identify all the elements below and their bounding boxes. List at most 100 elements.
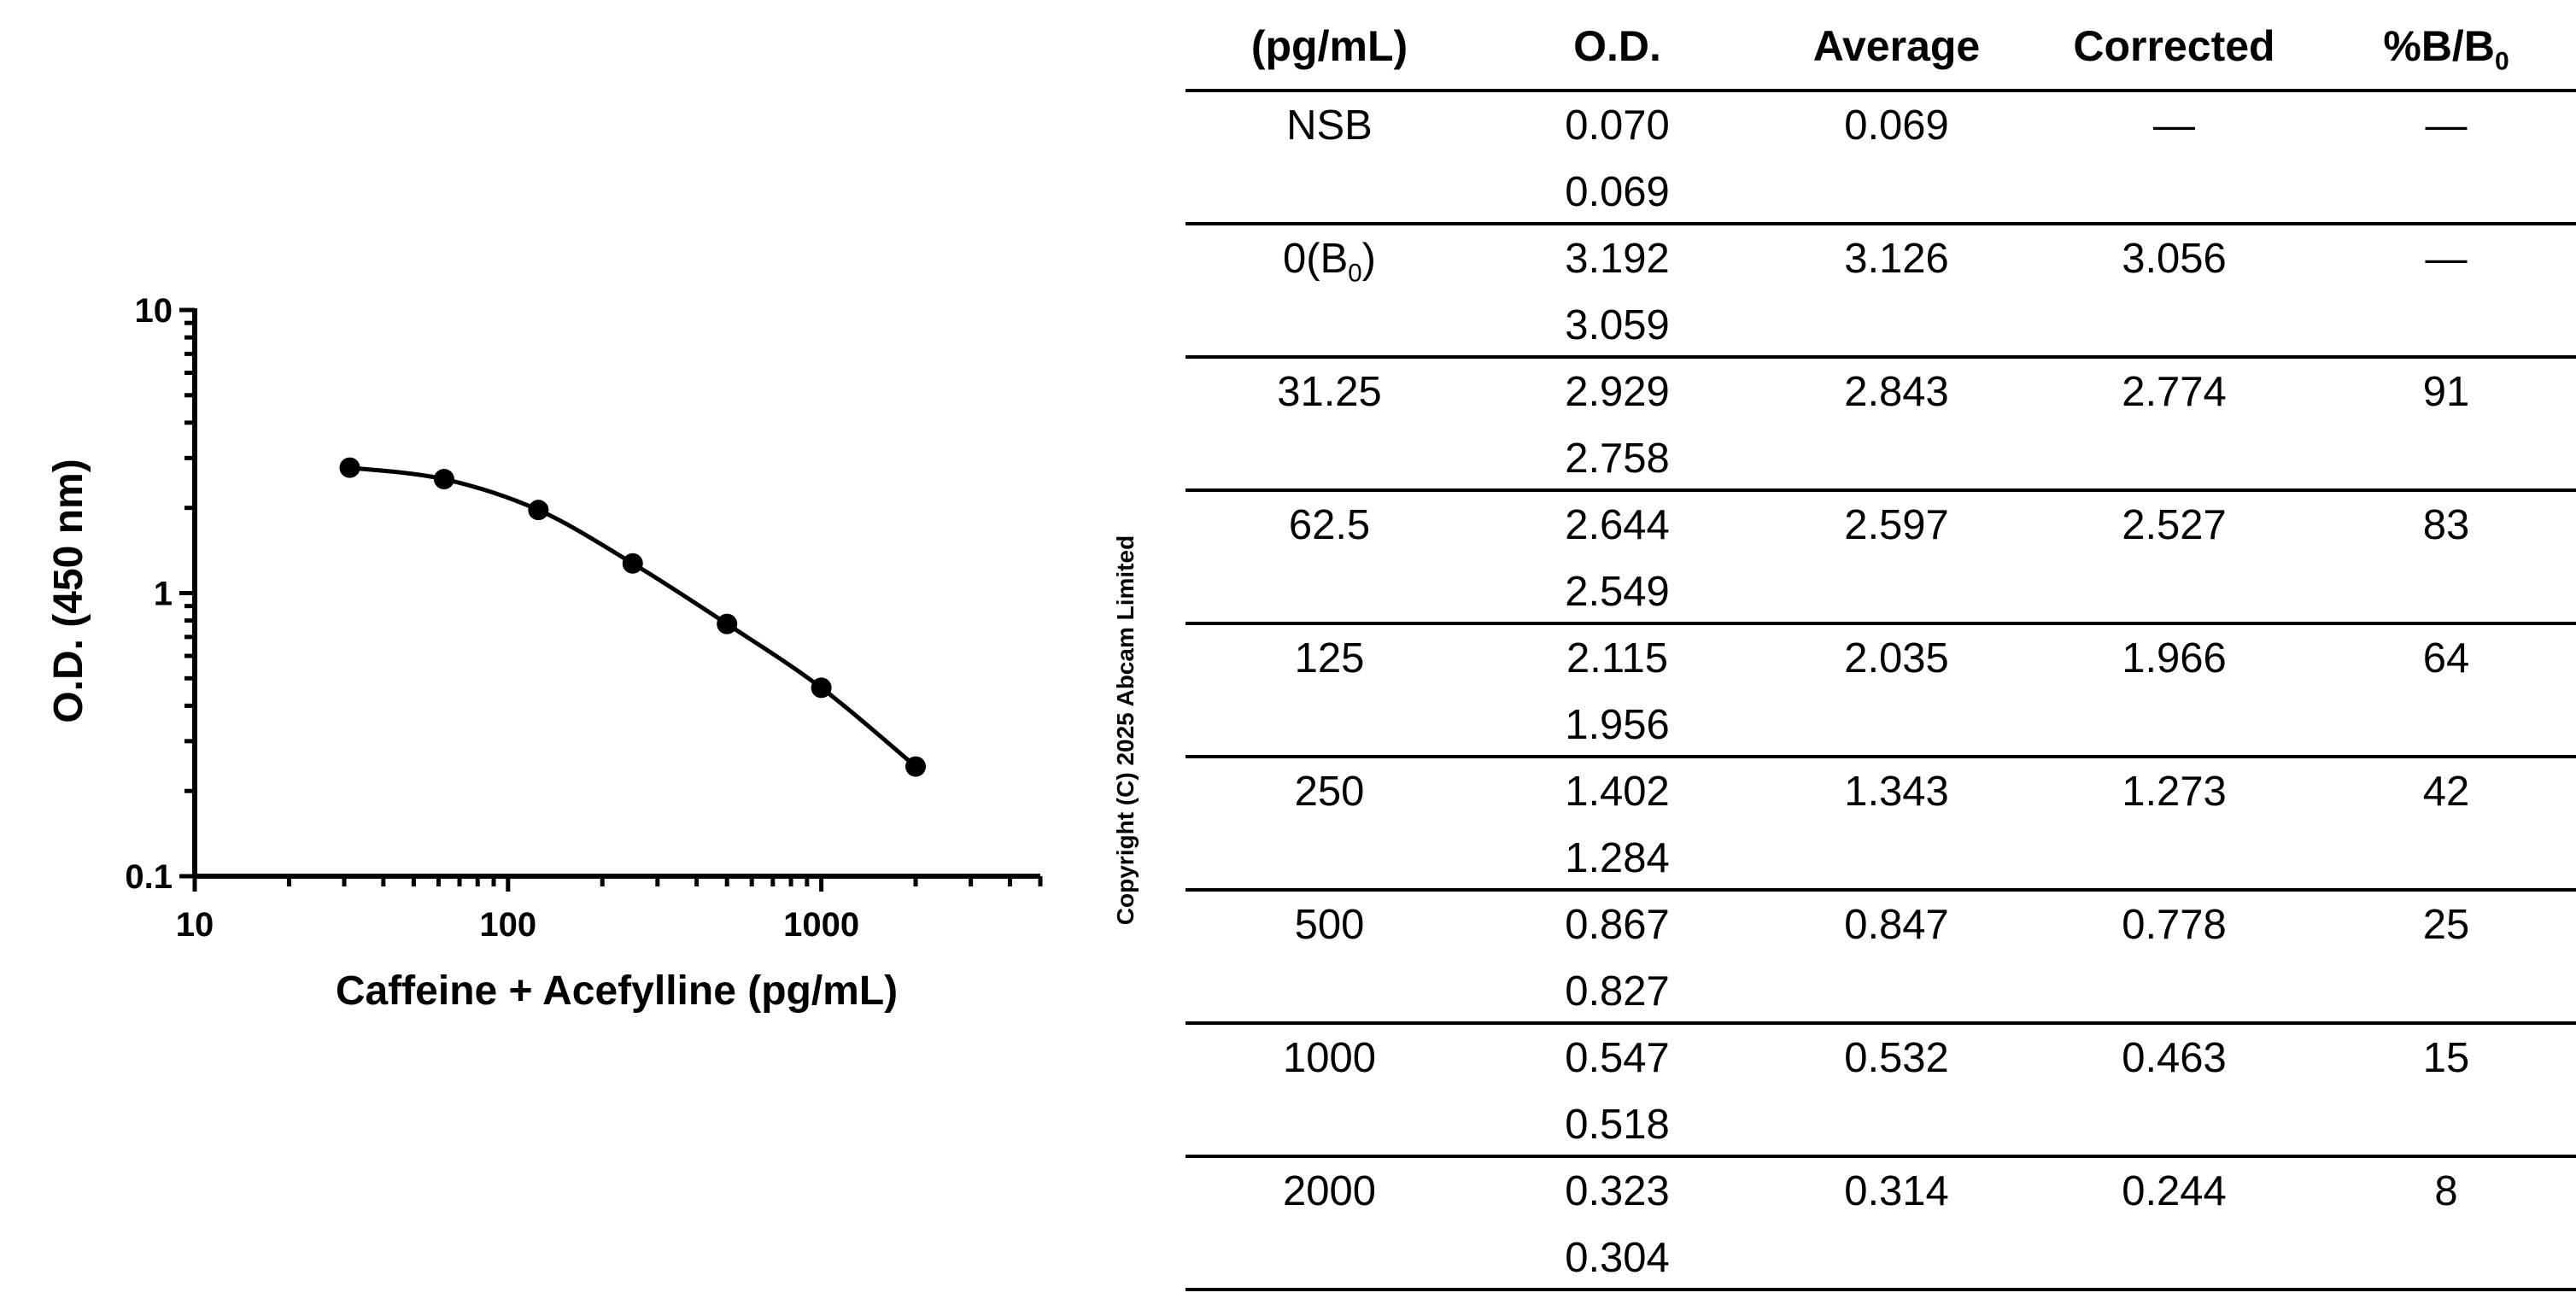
concentration-suffix: ) — [1361, 236, 1376, 282]
percent-value: 8 — [2434, 1168, 2458, 1214]
cell-percent: 15 — [2316, 1023, 2576, 1158]
table-row: 125 2.115 1.956 2.035 1.966 64 — [1186, 623, 2576, 758]
percent-value: 64 — [2422, 635, 2470, 681]
cell-concentration: 62.5 — [1186, 490, 1473, 625]
average-value: 1.343 — [1844, 769, 1949, 815]
average-value: 0.532 — [1844, 1035, 1949, 1081]
cell-concentration: 500 — [1186, 890, 1473, 1025]
cell-percent: 83 — [2316, 490, 2576, 625]
x-tick-label: 1000 — [783, 906, 859, 944]
average-value: 2.843 — [1844, 369, 1949, 415]
average-value: 0.847 — [1844, 902, 1949, 948]
concentration-value: 500 — [1294, 902, 1365, 948]
cell-concentration: 125 — [1186, 623, 1473, 758]
cell-od: 0.867 0.827 — [1473, 890, 1761, 1025]
average-value: 2.035 — [1844, 635, 1949, 681]
axes: 10 100 1000 10 1 0.1 — [125, 292, 1043, 944]
concentration-value: 125 — [1294, 635, 1365, 681]
results-table: (pg/mL) O.D. Average Corrected %B/B0 NSB… — [1186, 3, 2576, 1291]
cell-average: 0.532 — [1761, 1023, 2032, 1158]
cell-average: 2.597 — [1761, 490, 2032, 625]
concentration-value: NSB — [1286, 102, 1373, 149]
od-replicate-2: 2.549 — [1565, 569, 1670, 615]
od-replicate-1: 0.547 — [1565, 1035, 1670, 1081]
cell-corrected: 2.527 — [2032, 490, 2316, 625]
concentration-value: 250 — [1294, 769, 1365, 815]
cell-concentration: 250 — [1186, 757, 1473, 892]
cell-percent: 8 — [2316, 1156, 2576, 1291]
copyright-text: Copyright (C) 2025 Abcam Limited — [1112, 535, 1139, 926]
cell-corrected: 0.244 — [2032, 1156, 2316, 1291]
cell-concentration: 1000 — [1186, 1023, 1473, 1158]
concentration-value: 2000 — [1282, 1168, 1376, 1214]
average-value: 3.126 — [1844, 236, 1949, 282]
table-row: 0(B0) 3.192 3.059 3.126 3.056 — — [1186, 224, 2576, 359]
data-point — [433, 469, 454, 490]
concentration-value: 0(B — [1283, 236, 1349, 282]
table-row: 250 1.402 1.284 1.343 1.273 42 — [1186, 757, 2576, 892]
header-percent-sub: 0 — [2494, 47, 2509, 76]
corrected-value: 2.527 — [2122, 502, 2227, 548]
corrected-value: 3.056 — [2122, 236, 2227, 282]
od-replicate-1: 3.192 — [1565, 236, 1670, 282]
corrected-value: 0.778 — [2122, 902, 2227, 948]
od-replicate-2: 2.758 — [1565, 436, 1670, 482]
cell-corrected: 0.463 — [2032, 1023, 2316, 1158]
cell-od: 0.323 0.304 — [1473, 1156, 1761, 1291]
cell-od: 0.070 0.069 — [1473, 91, 1761, 225]
cell-od: 2.929 2.758 — [1473, 357, 1761, 492]
od-replicate-2: 0.304 — [1565, 1235, 1670, 1281]
cell-od: 2.115 1.956 — [1473, 623, 1761, 758]
header-average: Average — [1761, 3, 2032, 92]
average-value: 0.069 — [1844, 102, 1949, 149]
cell-corrected: 2.774 — [2032, 357, 2316, 492]
corrected-value: — — [2153, 102, 2195, 149]
cell-corrected: 1.966 — [2032, 623, 2316, 758]
corrected-value: 2.774 — [2122, 369, 2227, 415]
od-replicate-1: 0.867 — [1565, 902, 1670, 948]
percent-value: 25 — [2422, 902, 2470, 948]
data-point — [339, 457, 360, 478]
fit-curve-layer — [349, 465, 917, 769]
cell-concentration: 2000 — [1186, 1156, 1473, 1291]
od-replicate-2: 0.069 — [1565, 169, 1670, 215]
percent-value: — — [2425, 102, 2468, 149]
cell-concentration: 31.25 — [1186, 357, 1473, 492]
od-replicate-1: 2.644 — [1565, 502, 1670, 548]
header-percent-main: %B/B — [2383, 22, 2495, 70]
concentration-subscript: 0 — [1348, 259, 1362, 288]
cell-concentration: NSB — [1186, 91, 1473, 225]
corrected-value: 1.966 — [2122, 635, 2227, 681]
cell-average: 0.069 — [1761, 91, 2032, 225]
od-replicate-2: 0.827 — [1565, 968, 1670, 1015]
cell-average: 2.035 — [1761, 623, 2032, 758]
data-point — [622, 553, 643, 574]
cell-average: 0.314 — [1761, 1156, 2032, 1291]
cell-corrected: 3.056 — [2032, 224, 2316, 359]
cell-percent: 25 — [2316, 890, 2576, 1025]
table-row: 62.5 2.644 2.549 2.597 2.527 83 — [1186, 490, 2576, 625]
od-replicate-2: 3.059 — [1565, 302, 1670, 348]
table-row: 31.25 2.929 2.758 2.843 2.774 91 — [1186, 357, 2576, 492]
cell-od: 1.402 1.284 — [1473, 757, 1761, 892]
y-tick-label: 10 — [135, 292, 173, 330]
corrected-value: 0.244 — [2122, 1168, 2227, 1214]
cell-od: 2.644 2.549 — [1473, 490, 1761, 625]
y-tick-label: 0.1 — [125, 858, 173, 896]
cell-percent: 91 — [2316, 357, 2576, 492]
header-percent-b-b0: %B/B0 — [2316, 3, 2576, 92]
cell-od: 0.547 0.518 — [1473, 1023, 1761, 1158]
od-replicate-1: 0.323 — [1565, 1168, 1670, 1214]
corrected-value: 0.463 — [2122, 1035, 2227, 1081]
percent-value: 42 — [2422, 769, 2470, 815]
standard-curve-chart: 10 100 1000 10 1 0.1 Caffeine + Acefylline (p… — [46, 292, 1043, 1014]
header-corrected: Corrected — [2032, 3, 2316, 92]
data-point — [528, 500, 549, 521]
data-point — [717, 613, 738, 635]
y-tick-label: 1 — [154, 576, 173, 613]
data-point — [811, 677, 832, 699]
concentration-value: 31.25 — [1277, 369, 1382, 415]
cell-corrected: 1.273 — [2032, 757, 2316, 892]
cell-average: 3.126 — [1761, 224, 2032, 359]
average-value: 0.314 — [1844, 1168, 1949, 1214]
